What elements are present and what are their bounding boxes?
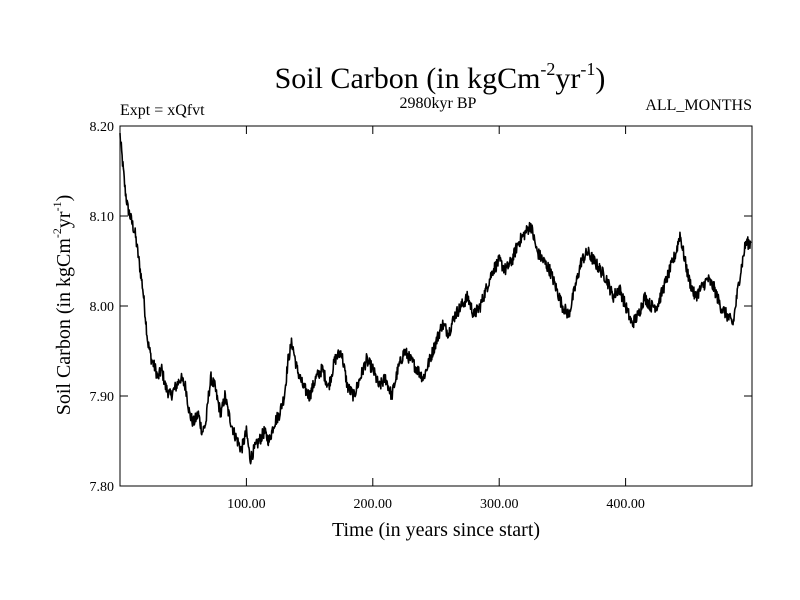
chart-title-main: Soil Carbon (in kgCm bbox=[275, 62, 541, 95]
x-tick-label-2: 300.00 bbox=[480, 497, 519, 512]
months-label: ALL_MONTHS bbox=[645, 97, 752, 114]
y-tick-label-1: 7.90 bbox=[90, 390, 115, 405]
y-axis-label-end: ) bbox=[53, 195, 75, 202]
y-axis-label-sup1: -2 bbox=[50, 228, 64, 238]
y-axis-label-main: Soil Carbon (in kgCm bbox=[53, 238, 75, 416]
chart-title-sup2: -1 bbox=[580, 59, 595, 79]
period-label: 2980kyr BP bbox=[400, 95, 477, 112]
y-axis-label: Soil Carbon (in kgCm-2yr-1) bbox=[50, 195, 75, 416]
series-line-soil_carbon bbox=[119, 133, 752, 465]
x-tick-label-3: 400.00 bbox=[606, 497, 645, 512]
y-tick-label-0: 7.80 bbox=[90, 480, 115, 495]
x-tick-label-1: 200.00 bbox=[354, 497, 393, 512]
chart-title-sup1: -2 bbox=[540, 59, 555, 79]
chart-title-end: ) bbox=[595, 62, 605, 95]
experiment-label: Expt = xQfvt bbox=[120, 102, 205, 119]
x-axis-ticks: 100.00 200.00 300.00 400.00 bbox=[227, 126, 645, 512]
y-axis-label-mid: yr bbox=[53, 211, 75, 228]
data-series bbox=[119, 133, 752, 465]
y-axis-label-sup2: -1 bbox=[50, 201, 64, 211]
y-tick-label-4: 8.20 bbox=[90, 120, 115, 135]
x-tick-label-0: 100.00 bbox=[227, 497, 266, 512]
chart-title: Soil Carbon (in kgCm-2yr-1) bbox=[275, 59, 606, 95]
chart-title-mid: yr bbox=[555, 62, 580, 95]
y-tick-label-2: 8.00 bbox=[90, 300, 115, 315]
y-tick-label-3: 8.10 bbox=[90, 210, 115, 225]
y-axis-ticks: 7.80 7.90 8.00 8.10 8.20 bbox=[90, 120, 752, 495]
x-axis-label: Time (in years since start) bbox=[332, 519, 540, 541]
